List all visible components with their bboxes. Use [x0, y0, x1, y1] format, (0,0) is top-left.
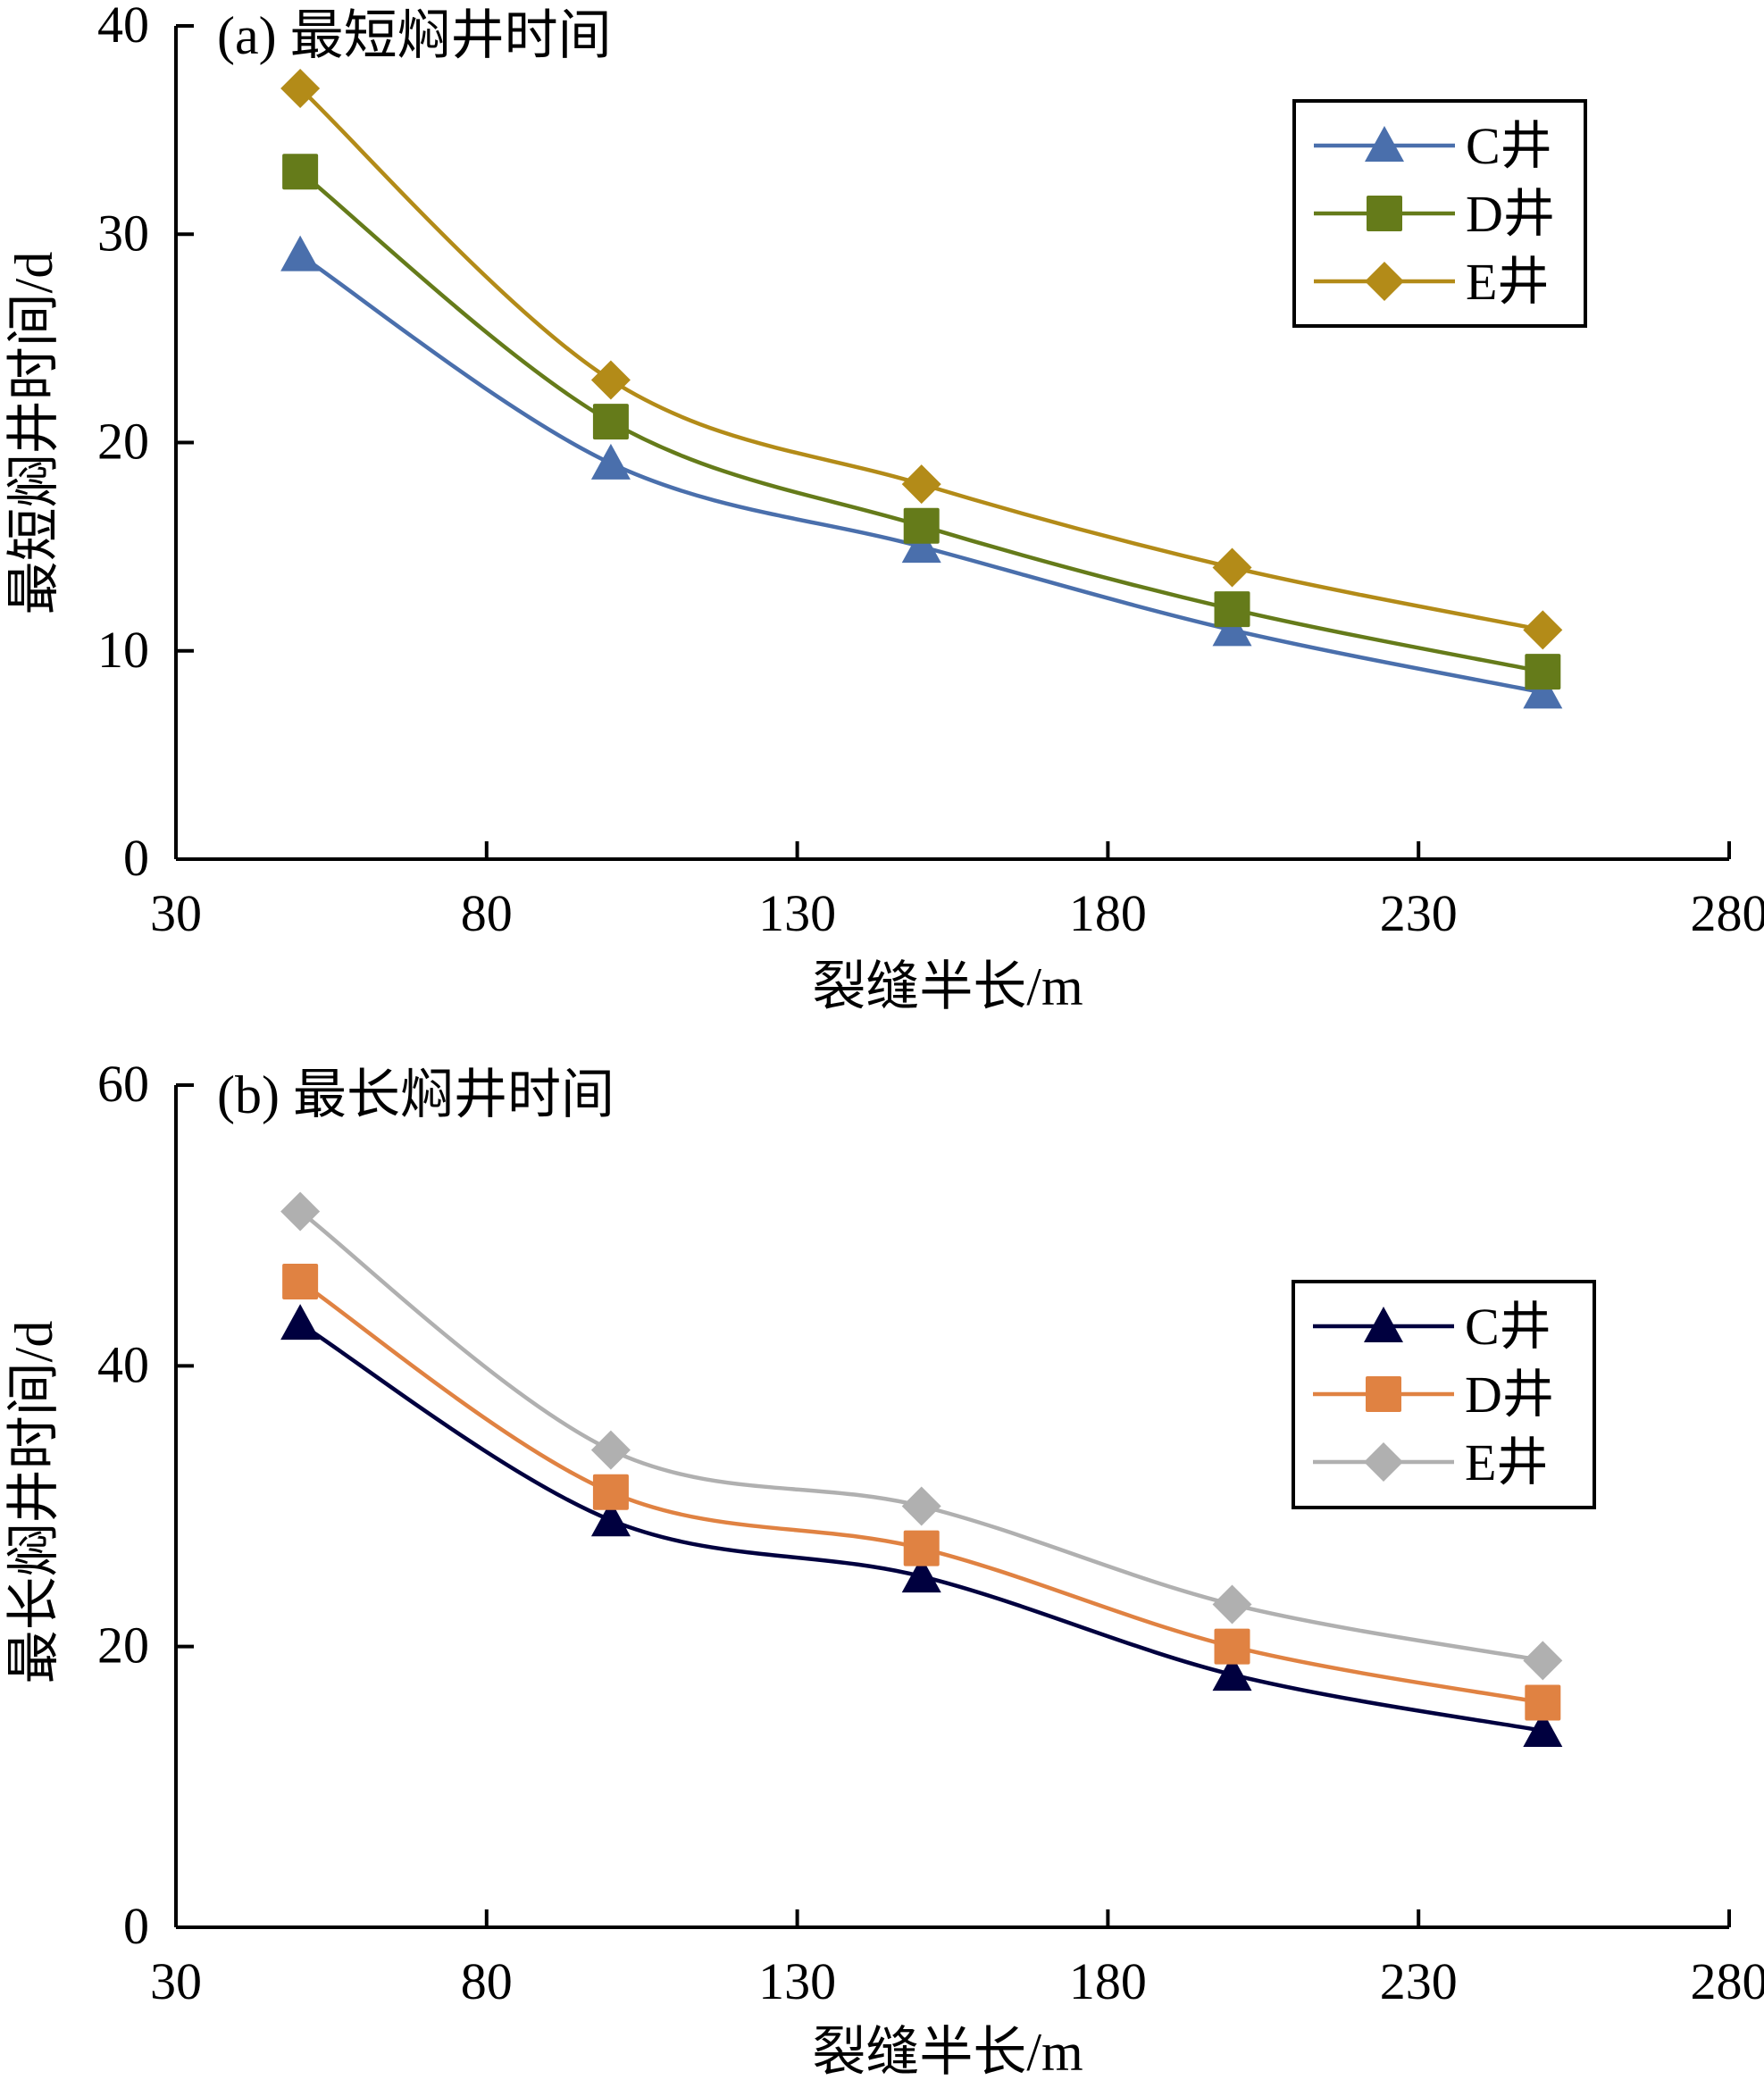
legend-item: C井: [1314, 117, 1552, 175]
y-tick-label: 0: [123, 829, 149, 887]
y-tick-label: 60: [97, 1055, 149, 1113]
x-tick-label: 230: [1380, 1952, 1458, 2010]
data-point: [280, 68, 321, 108]
legend-item: E井: [1313, 1433, 1548, 1491]
series-line: [298, 87, 1543, 632]
data-point: [903, 1530, 940, 1566]
data-point: [590, 1500, 631, 1537]
legend-label: C井: [1466, 117, 1552, 175]
data-point: [1523, 1641, 1563, 1681]
data-point: [1523, 610, 1563, 650]
legend-marker-square-icon: [1367, 196, 1402, 231]
legend-marker-triangle-icon: [1364, 1307, 1403, 1342]
x-tick-label: 30: [150, 1952, 202, 2010]
data-point: [901, 527, 941, 564]
chart-panel-a: 0 10 20 30 40 30 80 130 180 230 280 (a) 最短焖井时间裂缝半长/…: [4, 0, 1764, 1016]
y-axis-title: 最短焖井时间/d: [4, 252, 63, 615]
legend-marker-square-icon: [1366, 1376, 1401, 1412]
legend-label: E井: [1465, 1433, 1548, 1491]
legend-item: E井: [1314, 253, 1549, 311]
data-point: [1523, 672, 1563, 709]
series-C井: [280, 1304, 1563, 1747]
series-E井: [280, 68, 1563, 650]
x-tick-label: 180: [1069, 1952, 1147, 2010]
data-point: [1525, 1684, 1561, 1721]
x-tick-label: 280: [1691, 1952, 1764, 2010]
legend-marker-diamond-icon: [1364, 1442, 1403, 1482]
y-tick-label: 20: [97, 413, 149, 471]
legend-item: D井: [1314, 185, 1555, 243]
panel-title: (b) 最长焖井时间: [217, 1065, 614, 1124]
data-point: [590, 443, 631, 480]
legend-label: C井: [1465, 1298, 1551, 1356]
data-point: [901, 464, 941, 505]
data-point: [592, 404, 629, 440]
x-tick-label: 280: [1691, 884, 1764, 942]
data-point: [901, 1486, 941, 1526]
y-tick-label: 40: [97, 0, 149, 54]
data-point: [1214, 1628, 1250, 1665]
y-tick-label: 20: [97, 1616, 149, 1675]
data-point: [590, 360, 631, 400]
data-point: [282, 1264, 319, 1300]
x-axis-title: 裂缝半长/m: [812, 957, 1083, 1016]
data-point: [280, 235, 321, 271]
legend-marker-triangle-icon: [1365, 126, 1404, 162]
x-tick-label: 230: [1380, 884, 1458, 942]
series-C井: [280, 235, 1563, 709]
y-tick-label: 0: [123, 1897, 149, 1955]
data-point: [592, 1474, 629, 1510]
x-tick-label: 130: [758, 1952, 836, 2010]
data-point: [901, 1557, 941, 1593]
x-tick-label: 80: [461, 1952, 513, 2010]
data-point: [1212, 547, 1252, 588]
data-point: [1214, 591, 1250, 628]
legend: C井 D井 E井: [1292, 99, 1587, 328]
data-point: [280, 1191, 321, 1232]
y-axis-title: 最长焖井时间/d: [4, 1321, 63, 1684]
y-tick-label: 40: [97, 1335, 149, 1393]
legend-label: E井: [1466, 253, 1549, 311]
legend-marker-diamond-icon: [1365, 262, 1404, 301]
x-tick-label: 130: [758, 884, 836, 942]
data-point: [590, 1430, 631, 1470]
x-tick-label: 180: [1069, 884, 1147, 942]
x-axis-title: 裂缝半长/m: [812, 2023, 1083, 2080]
data-point: [1523, 1710, 1563, 1747]
panel-title: (a) 最短焖井时间: [217, 6, 612, 65]
legend: C井 D井 E井: [1292, 1280, 1596, 1509]
legend-label: D井: [1465, 1366, 1554, 1424]
legend-label: D井: [1466, 185, 1555, 243]
x-tick-label: 30: [150, 884, 202, 942]
data-point: [280, 1304, 321, 1341]
data-point: [903, 507, 940, 544]
series-D井: [282, 154, 1561, 690]
y-tick-label: 10: [97, 621, 149, 679]
data-point: [1212, 610, 1252, 647]
data-point: [1525, 654, 1561, 690]
data-point: [1212, 1584, 1252, 1625]
data-point: [282, 154, 319, 190]
legend-item: D井: [1313, 1366, 1554, 1424]
y-tick-label: 30: [97, 204, 149, 262]
x-tick-label: 80: [461, 884, 513, 942]
series-D井: [282, 1264, 1561, 1721]
data-point: [1212, 1655, 1252, 1692]
series-E井: [280, 1191, 1563, 1681]
legend-item: C井: [1313, 1298, 1551, 1356]
